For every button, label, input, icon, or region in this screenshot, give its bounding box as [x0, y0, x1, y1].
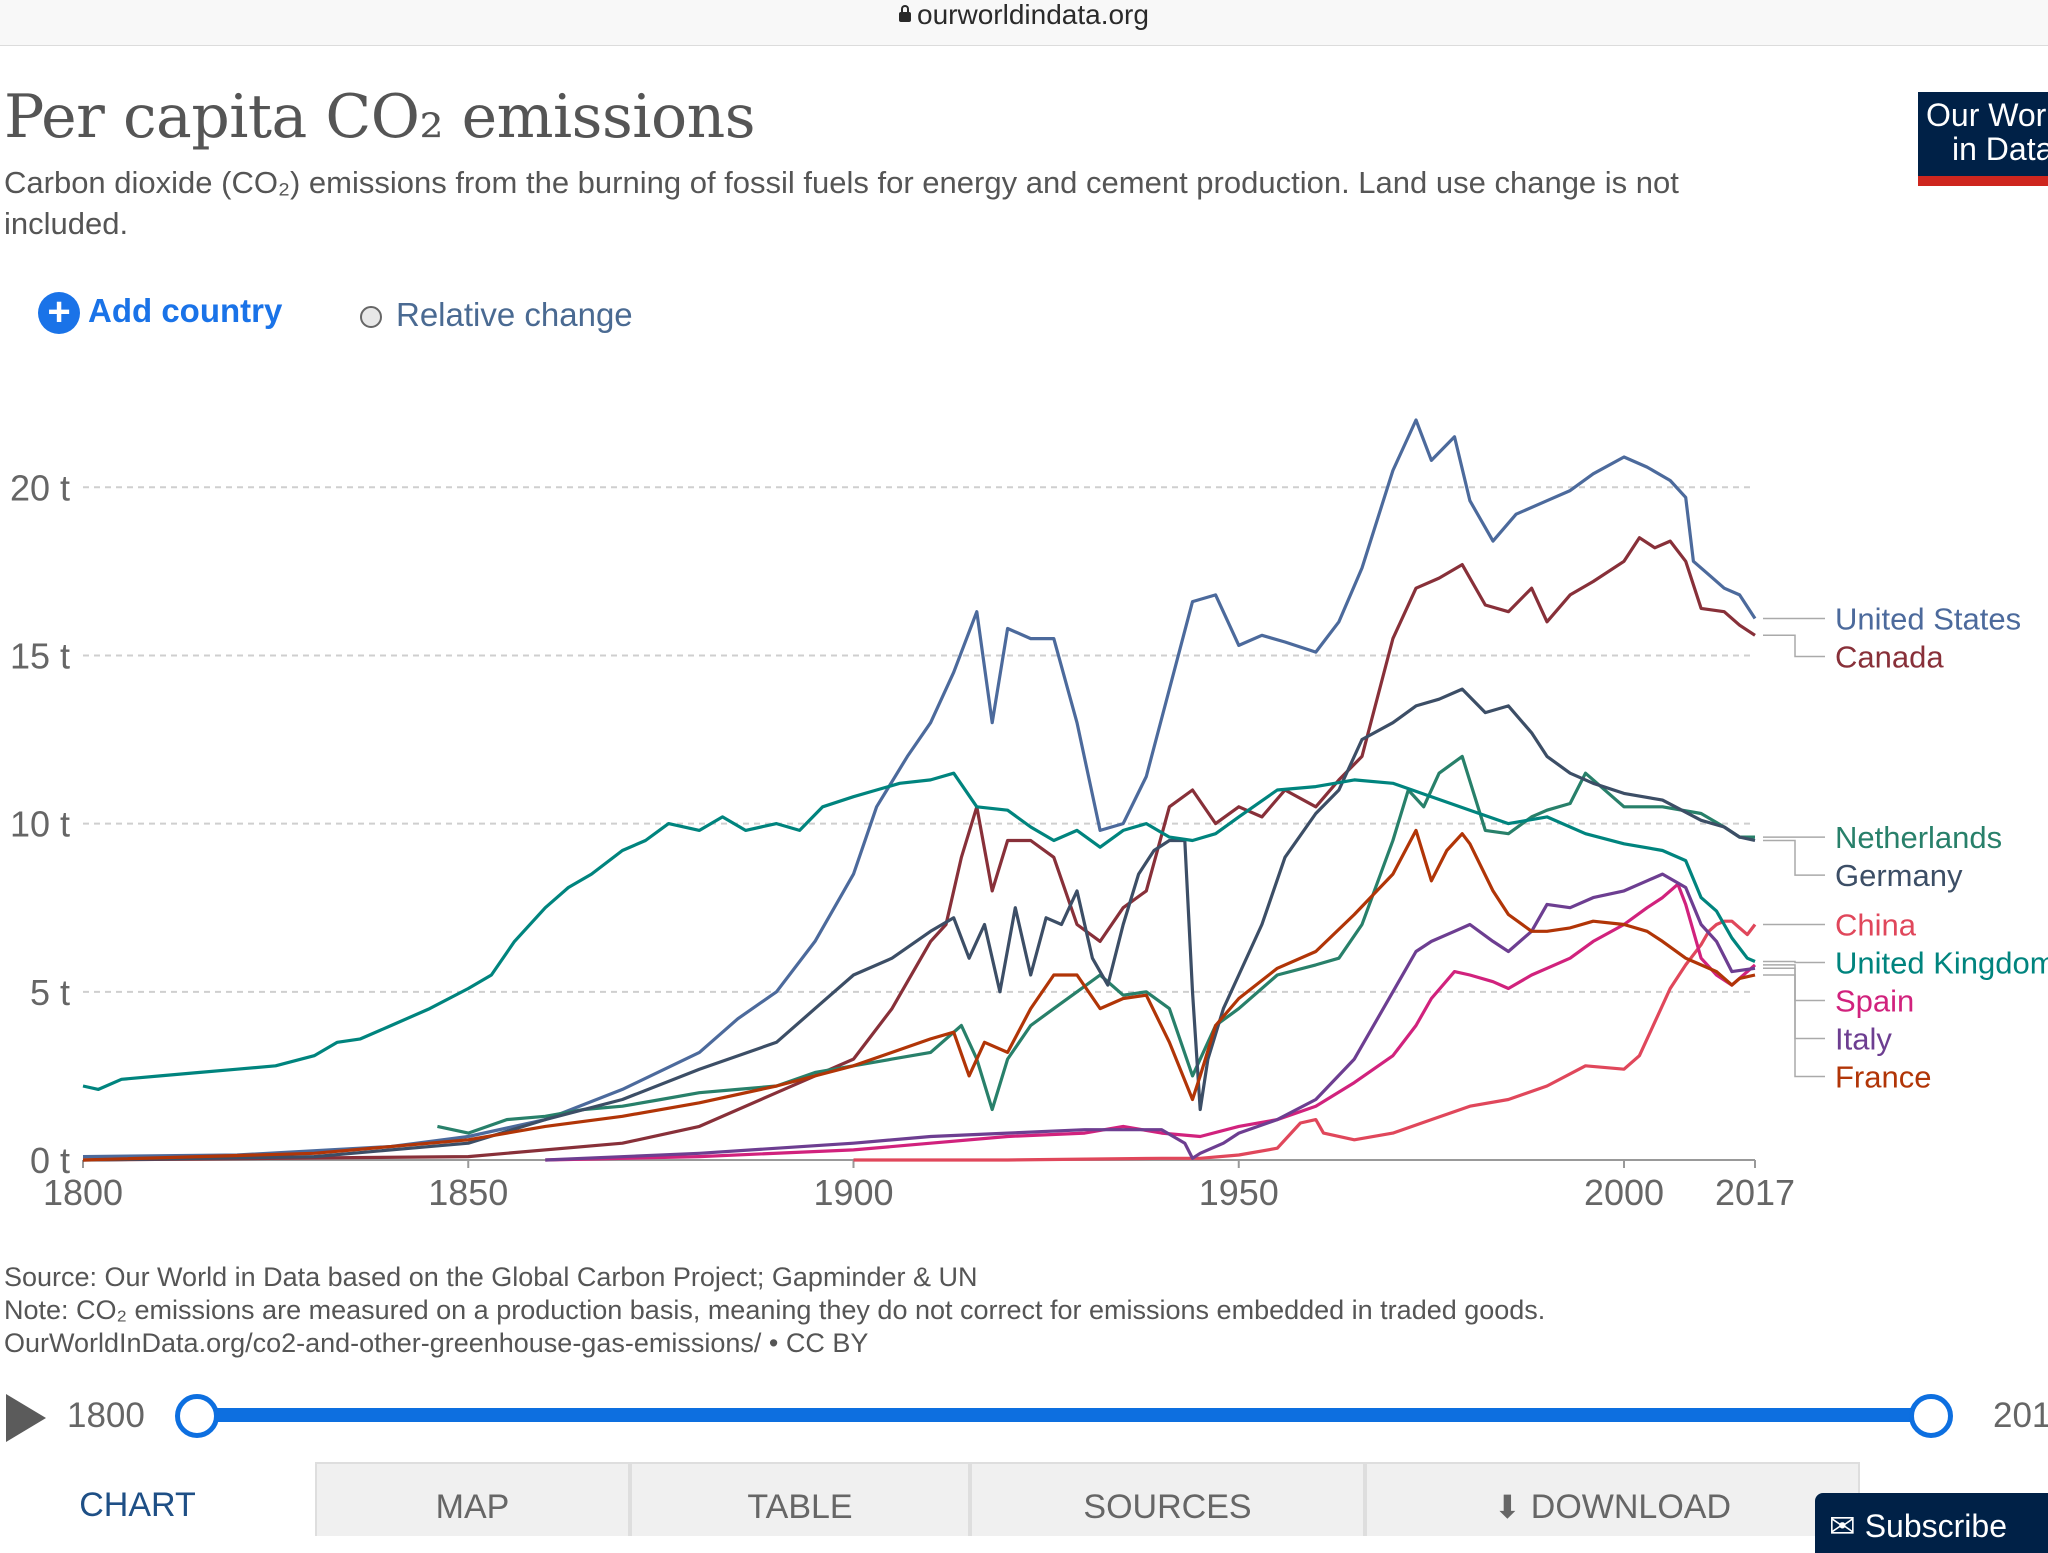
source-notes: Source: Our World in Data based on the G…	[4, 1261, 2004, 1360]
y-axis-ticks: 0 t 5 t 10 t 15 t 20 t	[10, 467, 70, 1181]
chart-title: Per capita CO₂ emissions	[4, 82, 756, 152]
legend-label[interactable]: France	[1835, 1060, 1931, 1095]
legend-connector	[1763, 974, 1825, 1078]
series-lines	[82, 418, 1757, 1162]
x-tick-label: 1850	[428, 1172, 508, 1213]
legend-label[interactable]: Italy	[1835, 1022, 1892, 1057]
tab-chart[interactable]: CHART	[40, 1462, 235, 1536]
line-chart: 0 t 5 t 10 t 15 t 20 t 1800 1850 1900 1950 2000 2…	[10, 418, 2048, 1213]
add-country-button[interactable]: + Add country	[38, 292, 283, 335]
note-text: Note: CO₂ emissions are measured on a pr…	[4, 1295, 1546, 1325]
lock-icon	[899, 4, 912, 22]
license-link[interactable]: OurWorldInData.org/co2-and-other-greenho…	[4, 1328, 869, 1358]
timeline-start-label: 1800	[67, 1396, 145, 1435]
chart-subtitle: Carbon dioxide (CO₂) emissions from the …	[4, 165, 1679, 241]
url-text: ourworldindata.org	[917, 0, 1149, 30]
tab-map[interactable]: MAP	[315, 1462, 630, 1536]
owid-logo[interactable]: Our World in Data	[1918, 92, 2048, 186]
timeline-end-handle[interactable]	[1909, 1394, 1953, 1438]
legend-label[interactable]: Spain	[1835, 984, 1914, 1019]
mail-icon: ✉	[1829, 1508, 1865, 1544]
legend-label[interactable]: United Kingdom	[1835, 946, 2048, 981]
add-country-label: Add country	[88, 292, 283, 329]
series-line[interactable]	[82, 771, 1756, 1092]
x-tick-label: 1800	[43, 1172, 123, 1213]
legend-connector	[1763, 839, 1825, 876]
series-line[interactable]	[545, 872, 1756, 1162]
legend-label[interactable]: Canada	[1835, 639, 1944, 674]
legend-connector	[1763, 967, 1825, 1040]
legend-label[interactable]: China	[1835, 908, 1917, 943]
series-line[interactable]	[82, 828, 1756, 1162]
timeline-end-label: 2017	[1993, 1396, 2048, 1435]
y-tick-label: 0 t	[30, 1140, 70, 1181]
logo-line2: in Data	[1952, 131, 2048, 167]
series-line[interactable]	[82, 536, 1756, 1162]
y-tick-label: 15 t	[10, 635, 70, 676]
series-line[interactable]	[853, 919, 1757, 1162]
x-tick-label: 1950	[1199, 1172, 1279, 1213]
legend-connector	[1763, 960, 1825, 964]
timeline: 1800 2017	[0, 1386, 2048, 1446]
series-line[interactable]	[82, 418, 1757, 1159]
series-line[interactable]	[437, 754, 1755, 1135]
timeline-track[interactable]	[198, 1408, 1932, 1422]
x-tick-label: 2017	[1715, 1172, 1795, 1213]
plus-icon: +	[38, 292, 80, 335]
tab-table[interactable]: TABLE	[630, 1462, 970, 1536]
relative-change-toggle[interactable]: Relative change	[360, 296, 633, 334]
download-icon: ⬇	[1493, 1489, 1521, 1525]
tab-bar: CHART MAP TABLE SOURCES ⬇ DOWNLOAD	[0, 1462, 2048, 1536]
subscribe-label: Subscribe	[1864, 1508, 2007, 1544]
browser-url-bar[interactable]: ourworldindata.org	[0, 0, 2048, 46]
tab-download[interactable]: ⬇ DOWNLOAD	[1365, 1462, 1860, 1536]
subscribe-button[interactable]: ✉ Subscribe	[1815, 1493, 2048, 1553]
x-axis-ticks: 1800 1850 1900 1950 2000 2017	[43, 1160, 1795, 1213]
gridlines	[83, 486, 1755, 1161]
radio-icon[interactable]	[360, 306, 382, 329]
legend-connector	[1763, 964, 1825, 1002]
logo-line1: Our World	[1926, 97, 2048, 133]
timeline-start-handle[interactable]	[175, 1394, 219, 1438]
series-line[interactable]	[82, 687, 1756, 1162]
y-tick-label: 20 t	[10, 467, 70, 508]
legend-connector	[1763, 634, 1825, 658]
legend-label[interactable]: United States	[1835, 601, 2021, 636]
y-tick-label: 5 t	[30, 972, 70, 1013]
x-tick-label: 2000	[1584, 1172, 1664, 1213]
url-display[interactable]: ourworldindata.org	[0, 0, 2048, 30]
legend-label[interactable]: Netherlands	[1835, 820, 2002, 855]
relative-change-label: Relative change	[396, 296, 633, 333]
tab-sources[interactable]: SOURCES	[970, 1462, 1365, 1536]
y-tick-label: 10 t	[10, 804, 70, 845]
tab-download-label: DOWNLOAD	[1530, 1488, 1732, 1526]
source-text: Source: Our World in Data based on the G…	[4, 1262, 978, 1292]
legend-label[interactable]: Germany	[1835, 858, 1963, 893]
x-tick-label: 1900	[813, 1172, 893, 1213]
play-icon[interactable]	[6, 1394, 46, 1442]
